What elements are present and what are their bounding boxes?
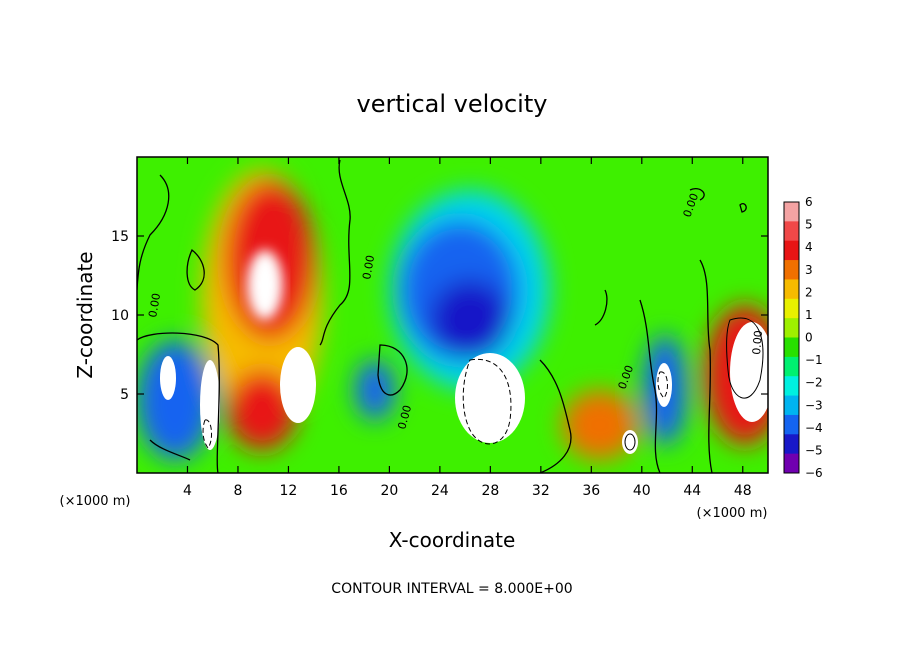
colorbar-tick-label: −2 [805,376,823,390]
colorbar-segment [784,376,799,397]
x-tick-label: 20 [380,483,398,499]
y-axis-label: Z-coordinate [73,251,97,378]
contour-label: 0.00 [750,330,765,356]
x-tick-label: 40 [633,483,651,499]
colorbar-tick-label: −3 [805,398,823,412]
x-tick-label: 8 [233,483,242,499]
contour-label: 0.00 [146,292,163,318]
colorbar-tick-label: −4 [805,421,823,435]
x-tick-label: 4 [183,483,192,499]
colorbar-segment [784,240,799,261]
colorbar-tick-label: −6 [805,466,823,480]
x-tick-label: 16 [330,483,348,499]
x-unit-right: (×1000 m) [697,506,768,521]
colorbar-tick-label: 0 [805,331,813,345]
y-tick-label: 5 [120,387,129,403]
colorbar-tick-label: 4 [805,240,813,254]
x-tick-label: 44 [683,483,701,499]
colorbar: 6 5 4 3 2 1 0 −1 −2 −3 −4 −5 −6 [783,195,823,480]
x-tick-label: 24 [431,483,449,499]
colorbar-segment [784,414,799,435]
colorbar-tick-label: 2 [805,285,813,299]
field-extremes [160,250,768,454]
colorbar-segment [784,260,799,280]
contour-labels: 0.00 0.00 0.00 0.00 0.00 0.00 [146,192,765,431]
colorbar-segment [784,337,799,358]
contour-interval-note: CONTOUR INTERVAL = 8.000E+00 [331,581,572,597]
x-axis: 4 8 12 16 20 24 28 32 36 40 44 48 [183,157,752,499]
colorbar-segment [784,434,799,455]
colorbar-tick-label: 6 [805,195,813,209]
x-tick-label: 12 [280,483,298,499]
x-tick-label: 32 [532,483,550,499]
colorbar-frame [783,201,800,474]
colorbar-tick-label: −1 [805,353,823,367]
colorbar-segment [784,221,799,242]
positive-contours [624,317,764,451]
chart-title: vertical velocity [357,90,548,118]
y-axis: 5 10 15 [111,229,768,403]
x-tick-label: 36 [582,483,600,499]
colorbar-tick-label: −5 [805,443,823,457]
field-blobs [137,170,768,460]
colorbar-segment [784,298,799,319]
colorbar-segment [784,453,799,474]
x-tick-label: 48 [734,483,752,499]
colorbar-segment [784,356,799,377]
colorbar-segment [784,279,799,300]
colorbar-tick-label: 5 [805,218,813,232]
x-axis-label: X-coordinate [389,528,516,552]
contour-label: 0.00 [360,254,377,280]
colorbar-tick-label: 1 [805,308,813,322]
x-unit-left: (×1000 m) [60,494,131,509]
x-tick-label: 28 [481,483,499,499]
plot-area: 0.00 0.00 0.00 0.00 0.00 0.00 [137,157,768,473]
y-tick-label: 15 [111,229,129,245]
colorbar-segment [784,202,799,222]
colorbar-segment [784,395,799,416]
contour-label: 0.00 [395,404,414,431]
zero-contours [137,159,747,473]
colorbar-segment [784,318,799,338]
colorbar-tick-label: 3 [805,263,813,277]
y-tick-label: 10 [111,308,129,324]
negative-contours [202,358,668,449]
